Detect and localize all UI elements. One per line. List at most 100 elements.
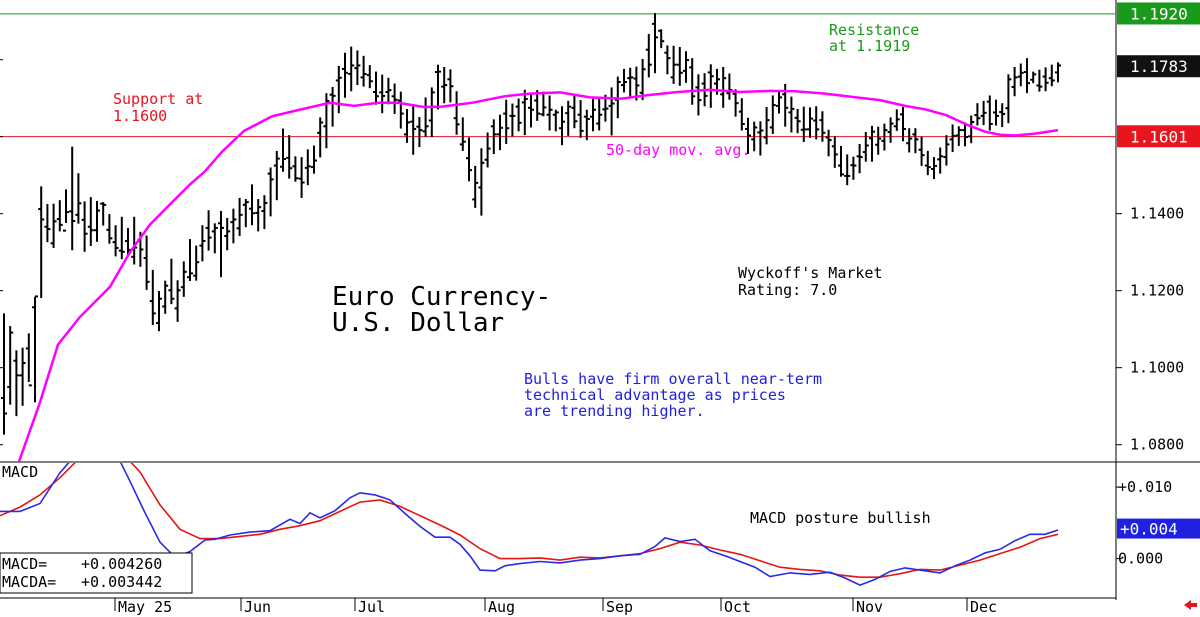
ohlc-bar bbox=[980, 100, 987, 126]
ohlc-bar bbox=[893, 109, 900, 131]
resistance-label-line1: Resistance bbox=[829, 21, 919, 39]
ohlc-bar bbox=[311, 145, 317, 174]
note-line-2: technical advantage as prices bbox=[524, 386, 786, 404]
ohlc-bar bbox=[962, 122, 968, 147]
ohlc-bar bbox=[738, 98, 745, 131]
ohlc-bar bbox=[540, 91, 547, 117]
chart-title-line1: Euro Currency- bbox=[332, 282, 551, 312]
macda-readout-value: +0.003442 bbox=[81, 573, 162, 591]
ohlc-bar bbox=[447, 69, 454, 103]
macd-readout-value: +0.004260 bbox=[81, 555, 162, 573]
ohlc-bar bbox=[273, 150, 280, 201]
resistance-label-line2: at 1.1919 bbox=[829, 37, 910, 55]
ohlc-bar bbox=[751, 121, 758, 152]
price-tag-text: 1.1920 bbox=[1130, 4, 1188, 23]
macd-readout-label: MACD= bbox=[2, 555, 47, 573]
ohlc-bar bbox=[342, 52, 348, 98]
month-label: May 25 bbox=[118, 598, 172, 616]
ohlc-bar bbox=[211, 223, 218, 254]
macd-panel-title: MACD bbox=[2, 463, 38, 481]
ohlc-bar bbox=[267, 167, 274, 217]
ohlc-bar bbox=[143, 235, 150, 290]
support-label-line2: 1.1600 bbox=[113, 107, 167, 125]
ohlc-bar bbox=[174, 280, 181, 322]
ohlc-bar bbox=[800, 106, 807, 143]
ohlc-bar bbox=[224, 217, 231, 251]
ohlc-bar bbox=[193, 245, 200, 281]
ohlc-bar bbox=[509, 103, 516, 137]
ohlc-bar bbox=[881, 123, 888, 151]
ohlc-bar bbox=[521, 89, 528, 136]
ohlc-bar bbox=[366, 65, 373, 89]
macd-axis-label: +0.010 bbox=[1118, 478, 1172, 496]
ohlc-bar bbox=[955, 126, 962, 146]
ohlc-bar bbox=[205, 210, 212, 251]
ohlc-bar bbox=[999, 103, 1006, 128]
ohlc-bar bbox=[1055, 62, 1061, 83]
ohlc-bar bbox=[94, 200, 100, 242]
ohlc-bar bbox=[807, 107, 813, 138]
ohlc-bar bbox=[149, 269, 156, 325]
ohlc-bar bbox=[769, 95, 776, 134]
ohlc-bar bbox=[515, 98, 522, 132]
ohlc-bar bbox=[937, 147, 944, 174]
ohlc-bar bbox=[552, 109, 559, 132]
price-axis-label: 1.0800 bbox=[1130, 436, 1184, 454]
scroll-left-arrow-icon[interactable] bbox=[1184, 600, 1197, 610]
ohlc-bar bbox=[676, 46, 683, 86]
ohlc-bar bbox=[689, 58, 696, 105]
month-label: Sep bbox=[606, 598, 633, 616]
macd-series-macda bbox=[0, 463, 1059, 579]
ohlc-bar bbox=[819, 111, 826, 142]
ohlc-bar bbox=[304, 149, 311, 186]
rating-line2: Rating: 7.0 bbox=[738, 281, 837, 299]
ohlc-bar bbox=[596, 98, 603, 131]
ohlc-bar bbox=[1042, 67, 1049, 92]
ohlc-bar bbox=[658, 29, 665, 49]
month-tick-marks bbox=[114, 598, 968, 611]
ohlc-bar bbox=[38, 186, 45, 298]
note-line-3: are trending higher. bbox=[524, 402, 705, 420]
ohlc-bar bbox=[298, 157, 305, 198]
ohlc-bar bbox=[435, 64, 441, 110]
ohlc-bar bbox=[645, 33, 652, 78]
ohlc-bar bbox=[695, 74, 702, 116]
ohlc-bar bbox=[707, 64, 714, 108]
ohlc-bar bbox=[410, 106, 417, 155]
ohlc-bar bbox=[943, 135, 950, 166]
month-label: Oct bbox=[724, 598, 751, 616]
ohlc-bar bbox=[218, 210, 224, 278]
ohlc-bar bbox=[484, 132, 491, 168]
ohlc-bar bbox=[317, 117, 324, 158]
macd-value-tag-text: +0.004 bbox=[1120, 520, 1178, 539]
ohlc-bar bbox=[528, 92, 534, 128]
ohlc-bar bbox=[199, 225, 206, 262]
ohlc-bar bbox=[825, 129, 832, 157]
ohlc-bar bbox=[466, 137, 472, 182]
ohlc-bar bbox=[608, 87, 615, 136]
ohlc-bar bbox=[156, 291, 162, 332]
ohlc-bar bbox=[664, 45, 671, 75]
ohlc-bar bbox=[292, 156, 299, 182]
month-label: Jul bbox=[358, 598, 385, 616]
ohlc-bar bbox=[652, 13, 658, 74]
ohlc-bar bbox=[788, 96, 795, 133]
macd-series-macd bbox=[0, 463, 1059, 586]
ohlc-bar bbox=[280, 128, 286, 172]
ohlc-bar bbox=[1024, 58, 1030, 94]
ohlc-bar bbox=[924, 150, 931, 176]
ohlc-bar bbox=[627, 67, 634, 98]
ohlc-bar bbox=[180, 261, 187, 297]
ohlc-bar bbox=[25, 333, 32, 387]
ohlc-bar bbox=[478, 148, 485, 216]
ohlc-bar bbox=[1036, 69, 1043, 92]
ohlc-bar bbox=[546, 95, 553, 131]
ohlc-bar bbox=[639, 58, 646, 101]
ohlc-bar bbox=[757, 121, 764, 156]
ohlc-bar bbox=[69, 146, 76, 251]
ohlc-bar bbox=[112, 225, 119, 257]
ohlc-bar bbox=[918, 136, 925, 166]
ohlc-bar bbox=[1011, 66, 1018, 97]
ohlc-bar bbox=[534, 90, 541, 121]
